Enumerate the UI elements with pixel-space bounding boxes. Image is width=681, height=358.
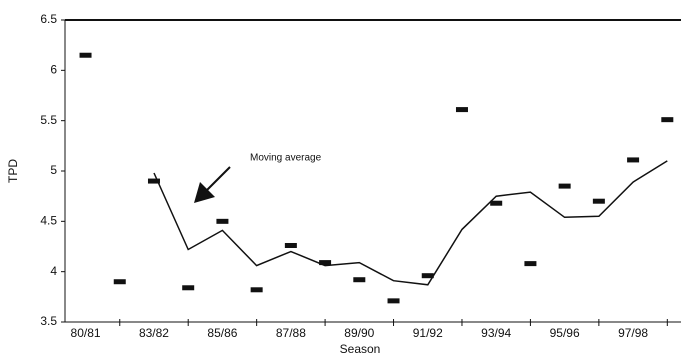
marker bbox=[592, 198, 605, 204]
y-axis-label: TPD bbox=[6, 159, 20, 183]
y-tick-label: 5.5 bbox=[40, 113, 57, 127]
marker bbox=[284, 242, 297, 248]
annotation: Moving average bbox=[250, 153, 322, 164]
x-tick-label: 95/96 bbox=[550, 326, 580, 340]
y-tick-label: 6 bbox=[50, 63, 57, 77]
x-axis-label: Season bbox=[340, 342, 381, 356]
marker bbox=[421, 273, 434, 279]
x-tick-label: 91/92 bbox=[413, 326, 443, 340]
marker bbox=[79, 52, 92, 58]
marker bbox=[627, 157, 640, 163]
y-tick-label: 4 bbox=[50, 264, 57, 278]
marker bbox=[558, 183, 571, 189]
marker bbox=[455, 107, 468, 113]
marker bbox=[524, 261, 537, 267]
marker bbox=[387, 298, 400, 304]
marker bbox=[353, 277, 366, 283]
x-tick-label: 80/81 bbox=[71, 326, 101, 340]
y-tick-label: 4.5 bbox=[40, 214, 57, 228]
y-tick-label: 3.5 bbox=[40, 314, 57, 328]
marker bbox=[250, 287, 263, 293]
x-tick-label: 89/90 bbox=[344, 326, 374, 340]
y-tick-label: 5 bbox=[50, 163, 57, 177]
x-tick-label: 83/82 bbox=[139, 326, 169, 340]
x-tick-label: 93/94 bbox=[481, 326, 511, 340]
marker bbox=[661, 117, 674, 123]
annotation-arrow bbox=[194, 166, 231, 203]
marker bbox=[319, 260, 332, 266]
marker bbox=[216, 218, 229, 224]
x-tick-label: 87/88 bbox=[276, 326, 306, 340]
x-tick-label: 85/86 bbox=[207, 326, 237, 340]
marker bbox=[113, 279, 126, 285]
x-tick-label: 97/98 bbox=[618, 326, 648, 340]
marker bbox=[182, 285, 195, 291]
marker bbox=[490, 200, 503, 206]
y-tick-label: 6.5 bbox=[40, 12, 57, 26]
moving-average-line bbox=[153, 160, 668, 286]
marker bbox=[147, 178, 160, 184]
